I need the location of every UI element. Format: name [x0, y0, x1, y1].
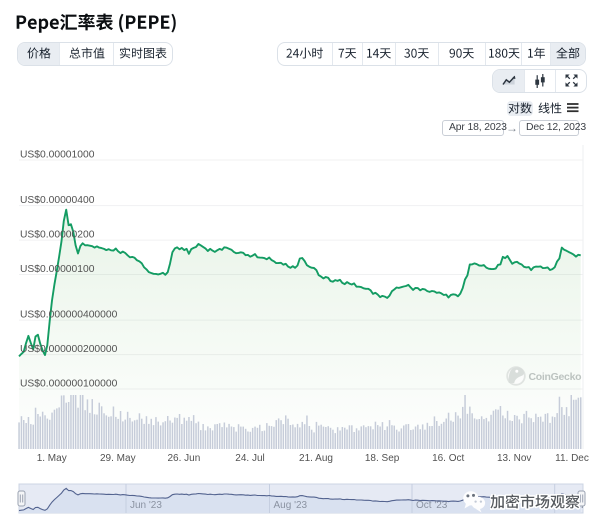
svg-text:16. Oct: 16. Oct [432, 453, 464, 464]
svg-text:US$0.00001000: US$0.00001000 [20, 150, 95, 161]
svg-text:11. Dec: 11. Dec [555, 453, 589, 464]
svg-text:US$0.00000400: US$0.00000400 [20, 195, 95, 206]
svg-text:21. Aug: 21. Aug [299, 453, 333, 464]
svg-text:Oct '23: Oct '23 [416, 500, 448, 511]
svg-text:US$0.000000200000: US$0.000000200000 [20, 344, 118, 355]
svg-text:Jun '23: Jun '23 [130, 500, 162, 511]
svg-text:1. May: 1. May [37, 453, 67, 464]
svg-text:US$0.00000200: US$0.00000200 [20, 230, 95, 241]
svg-text:US$0.000000400000: US$0.000000400000 [20, 310, 118, 321]
svg-text:US$0.00000100: US$0.00000100 [20, 264, 95, 275]
svg-text:CoinGecko: CoinGecko [529, 371, 582, 383]
svg-text:29. May: 29. May [100, 453, 136, 464]
svg-text:US$0.000000100000: US$0.000000100000 [20, 379, 118, 390]
svg-text:24. Jul: 24. Jul [235, 453, 264, 464]
svg-text:18. Sep: 18. Sep [365, 453, 400, 464]
svg-text:13. Nov: 13. Nov [497, 453, 531, 464]
svg-text:26. Jun: 26. Jun [167, 453, 200, 464]
svg-text:Aug '23: Aug '23 [274, 500, 308, 511]
